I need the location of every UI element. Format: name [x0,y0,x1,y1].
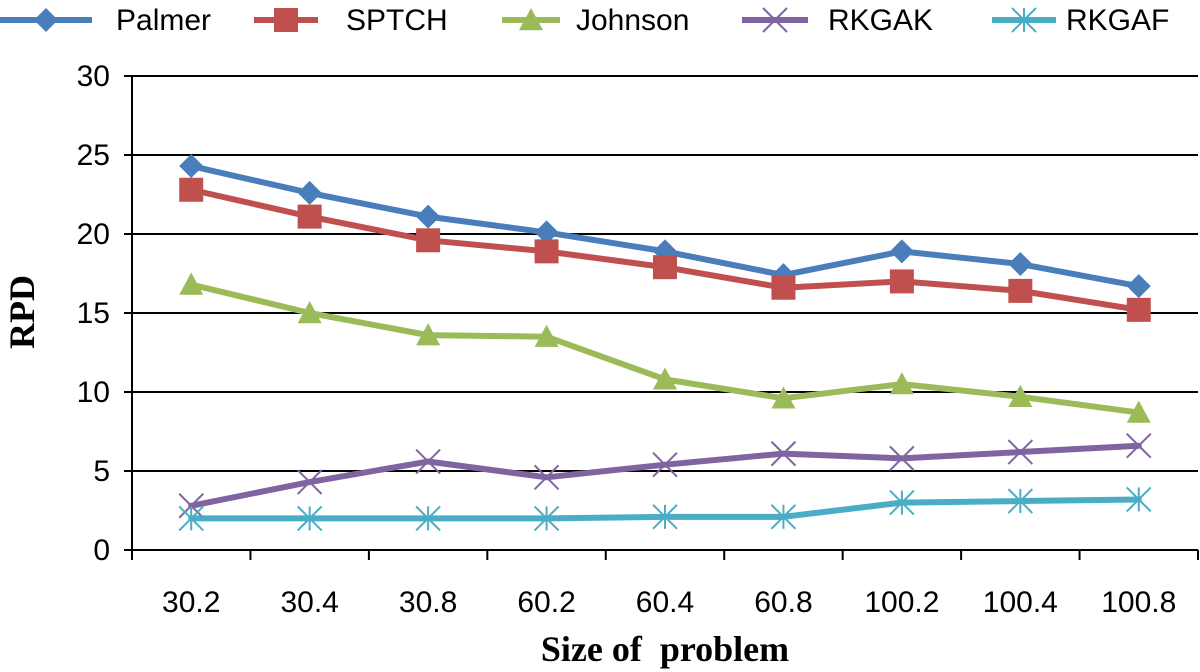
data-point-johnson [179,272,204,295]
series-line-rkgak [188,442,1142,509]
data-point-sptch [297,204,322,229]
data-point-johnson [771,386,796,409]
marker-stroke [178,493,204,519]
legend-item-johnson: Johnson [502,4,689,37]
marker-stroke [533,464,560,491]
y-tick-label: 30 [77,60,110,93]
data-point-palmer [297,180,322,205]
y-tick-label: 0 [93,534,110,567]
data-point-palmer [416,204,441,229]
x-tick-label: 60.2 [517,586,575,619]
legend-label: RKGAF [1066,4,1169,37]
data-point-rkgaf [1126,486,1152,513]
data-point-rkgak [1007,439,1034,465]
x-tick-label: 100.2 [864,586,939,619]
y-tick-label: 5 [93,455,110,488]
data-point-rkgak [533,464,560,491]
legend: Palmer SPTCH Johnson RKGAK RKGAF [0,4,1169,37]
legend-item-palmer: Palmer [0,4,211,37]
data-point-rkgak [178,493,204,519]
legend-marker [274,8,298,32]
series-johnson [179,272,1151,423]
data-point-johnson [416,323,441,346]
x-tick-label: 30.4 [280,586,338,619]
y-tick-label: 10 [77,376,110,409]
legend-item-rkgak: RKGAK [742,4,933,37]
x-tick-label: 30.8 [399,586,457,619]
data-point-rkgak [889,445,915,472]
data-point-rkgak [1126,433,1152,459]
marker-stroke [889,445,915,472]
data-point-rkgak [415,448,441,475]
x-axis-title: Size of problem [541,629,789,669]
data-point-sptch [1126,297,1151,322]
marker-stroke [652,451,678,478]
data-point-rkgaf [1007,488,1034,514]
marker-stroke [415,448,441,475]
legend-marker [762,7,788,33]
data-point-sptch [179,177,204,202]
data-point-johnson [889,372,914,395]
legend-marker [1011,7,1037,33]
x-tick-label: 30.2 [162,586,220,619]
data-point-sptch [889,269,914,294]
data-point-rkgaf [296,505,323,532]
data-point-rkgaf [178,505,204,532]
data-point-rkgak [296,469,323,495]
data-point-palmer [1126,274,1151,299]
legend-item-rkgaf: RKGAF [992,4,1169,37]
y-tick-label: 15 [77,297,110,330]
data-point-sptch [534,239,559,264]
series-rkgaf [178,486,1152,532]
data-point-johnson [1126,400,1151,423]
axes: 0 5 10 15 20 25 30 30.2 30.4 30.8 60.2 60.4 60.8 100.… [77,60,1199,619]
x-tick-label: 100.8 [1101,586,1176,619]
series-line-johnson [188,281,1142,416]
data-point-johnson [534,324,559,347]
data-point-rkgak [770,440,797,467]
legend-marker [519,8,543,31]
y-tick-label: 25 [77,139,110,172]
data-point-rkgaf [415,505,441,532]
data-point-palmer [1008,252,1033,277]
series-group [178,154,1152,532]
marker-stroke [762,7,788,33]
series-sptch [179,177,1151,322]
y-axis-title: RPD [2,275,42,349]
data-point-sptch [1008,278,1033,303]
data-point-rkgaf [770,504,797,530]
data-point-sptch [416,228,441,253]
x-tick-label: 60.4 [636,586,694,619]
data-point-sptch [771,275,796,300]
legend-label: RKGAK [828,4,933,37]
data-point-palmer [534,220,559,245]
legend-label: Johnson [576,4,689,37]
legend-item-sptch: SPTCH [254,4,448,37]
x-tick-label: 100.4 [983,586,1058,619]
y-tick-label: 20 [77,218,110,251]
data-point-palmer [889,239,914,264]
data-point-johnson [297,301,322,324]
legend-label: Palmer [116,4,211,37]
series-palmer [179,154,1151,299]
data-point-rkgaf [889,489,915,516]
series-rkgak [178,433,1152,519]
marker-stroke [1126,433,1152,459]
data-point-johnson [1008,384,1033,407]
marker-stroke [296,469,323,495]
data-point-palmer [179,154,204,179]
legend-label: SPTCH [346,4,448,37]
marker-stroke [770,440,797,467]
data-point-rkgak [652,451,678,478]
data-point-rkgaf [652,504,678,530]
x-tick-label: 60.8 [754,586,812,619]
marker-stroke [1007,439,1034,465]
legend-marker [34,8,58,32]
data-point-rkgaf [533,505,560,532]
data-point-johnson [653,367,677,390]
data-point-sptch [653,255,677,280]
